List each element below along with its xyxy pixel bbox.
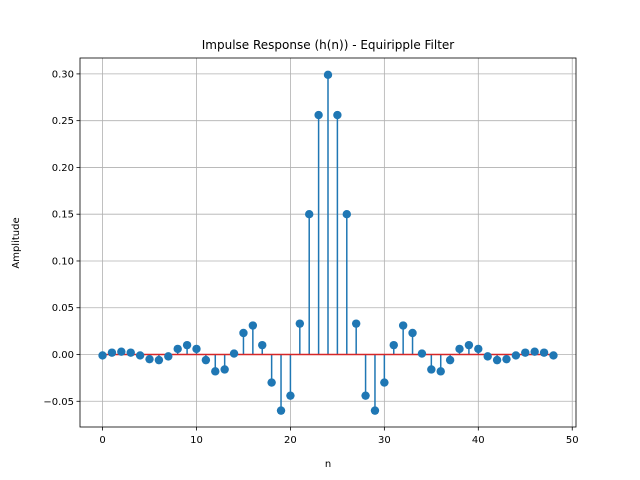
stem-marker [276,406,286,415]
stem-marker [539,348,549,357]
stem-marker [182,340,192,350]
stem-marker [201,355,211,365]
stem-marker [305,210,314,219]
stem-marker [126,348,135,357]
stem-marker [239,328,248,338]
y-tick-label: 0.30 [52,69,74,80]
y-tick-label: 0.25 [52,116,74,127]
stem-marker [323,70,333,80]
stem-marker [286,391,295,400]
y-tick-label: 0.00 [52,350,74,361]
x-tick-label: 30 [378,435,391,446]
stem-marker [117,347,126,356]
stem-markers [98,70,558,415]
stem-marker [455,344,464,354]
stem-marker [521,348,530,357]
stem-marker [173,344,182,354]
stem-marker [436,367,445,376]
x-tick-label: 20 [284,435,297,446]
stem-marker [502,354,511,364]
x-tick-label: 0 [99,435,105,446]
stem-marker [389,340,398,350]
stem-marker [258,340,267,350]
x-tick-label: 10 [190,435,203,446]
stem-marker [417,349,427,358]
stem-marker [248,321,258,330]
stem-marker [164,352,173,361]
stem-marker [408,328,417,338]
x-tick-label: 40 [472,435,485,446]
stem-marker [530,347,539,356]
stem-marker [154,355,164,365]
y-tick-label: 0.05 [52,303,74,314]
y-tick-label: 0.10 [52,256,74,267]
stem-marker [361,391,370,400]
stem-marker [145,354,154,364]
stem-marker [98,351,107,360]
stem-marker [549,351,558,360]
stem-marker [211,367,220,376]
stem-marker [342,210,351,219]
stem-marker [464,340,474,350]
stem-marker [351,319,361,328]
stem-marker [220,365,229,374]
stem-marker [445,355,455,365]
stem-marker [229,349,239,358]
y-tick-label: −0.05 [43,397,74,408]
stem-marker [314,110,323,120]
chart-title: Impulse Response (h(n)) - Equiripple Fil… [202,38,455,52]
stem-marker [483,352,492,361]
y-axis-ticks: −0.05 0.00 0.05 0.10 0.15 0.20 0.25 0.30 [43,69,80,408]
stem-marker [267,378,276,387]
plot-frame [79,57,577,428]
stem-marker [192,344,201,354]
stem-marker [107,348,117,357]
stem-marker [380,378,389,387]
y-tick-label: 0.20 [52,163,74,174]
stem-marker [492,355,502,365]
stem-marker [474,344,483,354]
y-tick-label: 0.15 [52,210,74,221]
x-tick-label: 50 [566,435,579,446]
x-axis-label: n [325,459,331,470]
stem-marker [370,406,380,415]
stem-marker [333,110,342,120]
stem-marker [398,321,408,330]
x-axis-ticks: 0 10 20 30 40 50 [99,427,579,446]
stem-marker [295,319,305,328]
stem-marker [135,351,145,360]
stem-marker [511,351,521,360]
y-axis-label: Amplitude [11,217,22,268]
stem-lines [101,74,555,411]
stem-marker [427,365,436,374]
